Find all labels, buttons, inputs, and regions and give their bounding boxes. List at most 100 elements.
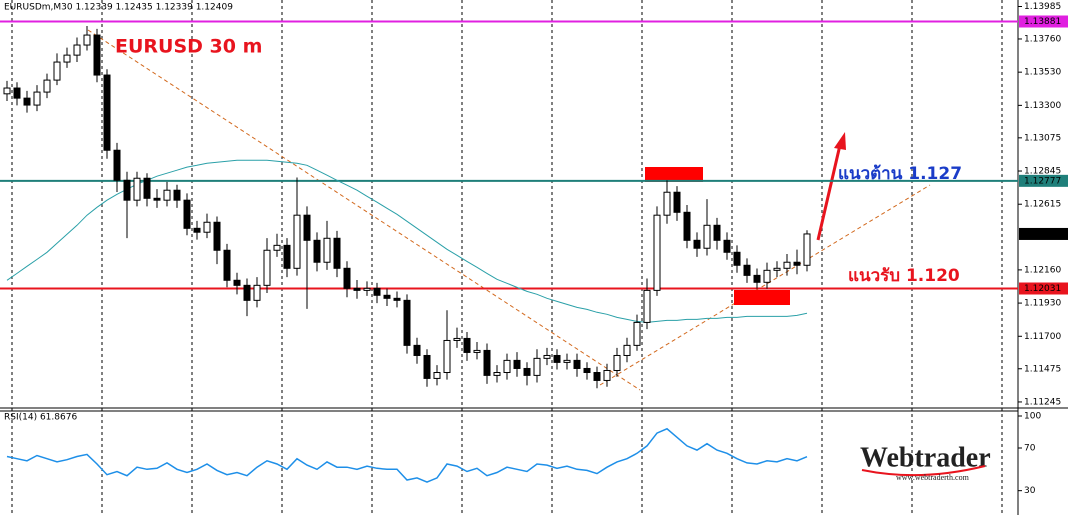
candle-body [623,344,631,356]
candle-body [403,299,411,346]
candle-body [553,354,561,363]
candle-body [753,274,761,283]
price-tag [1019,227,1068,240]
candle-body [743,264,751,276]
price-tag [1019,15,1068,28]
candle-body [763,269,771,283]
rsi-tick-label: 100 [1024,412,1041,422]
trend-line [599,184,931,386]
candle-body [503,359,511,374]
candle-body [473,349,481,353]
candle-body [73,44,81,56]
y-tick-label: 1.13760 [1024,34,1061,44]
candle-body [783,261,791,269]
candle-body [323,237,331,263]
levels [0,20,1018,290]
candle-body [673,191,681,213]
candle-body [363,287,371,291]
candle-body [293,214,301,269]
candle-body [533,357,541,376]
y-tick-label: 1.13985 [1024,2,1061,12]
arrow-head [834,132,846,150]
candle-body [603,369,611,381]
candle-body [373,287,381,296]
trend-line [87,29,641,391]
candle-body [793,261,801,266]
logo-name: Webtrader [860,442,991,473]
candle-body [653,214,661,291]
candle-body [423,354,431,379]
y-tick-label: 1.12160 [1024,265,1061,275]
candle-body [123,179,131,201]
resistance-zone [645,167,703,182]
annotation: แนวต้าน 1.127 [838,164,962,184]
candle-body [3,87,11,95]
logo-swoosh [861,465,986,477]
candle-body [773,267,781,271]
candle-body [413,344,421,356]
candle-body [353,287,361,291]
candle-body [803,233,811,266]
candle-body [393,297,401,301]
candle-body [583,367,591,374]
candle-body [723,239,731,253]
candle-body [193,227,201,233]
candle-body [643,289,651,323]
candle-body [33,91,41,106]
y-tick-label: 1.13075 [1024,133,1061,143]
candle-body [63,54,71,63]
candle-body [483,349,491,376]
y-tick-label: 1.12615 [1024,200,1061,210]
candle-body [303,214,311,241]
candle-body [53,61,61,81]
price-tag-label: 1.12777 [1024,176,1061,186]
y-tick-label: 1.11700 [1024,332,1061,342]
candle-body [713,224,721,241]
price-tag [1019,174,1068,187]
candle-body [283,244,291,269]
candle-body [113,149,121,181]
y-tick-label: 1.12845 [1024,167,1061,177]
candle-body [463,337,471,353]
candle-body [453,337,461,341]
annotation: EURUSD 30 m [115,36,262,58]
candle-body [273,244,281,251]
candle-body [213,221,221,251]
candle-body [333,237,341,269]
candle-body [493,372,501,376]
candle-body [433,372,441,379]
candle-body [243,284,251,301]
rsi-label: RSI(14) 61.8676 [4,413,77,423]
candle-body [183,199,191,229]
candle-body [83,34,91,46]
candle-body [383,294,391,299]
candle-body [343,267,351,289]
candle-body [13,87,21,99]
annotation: แนวรับ 1.120 [848,266,960,286]
candle-body [43,79,51,93]
candle-body [633,321,641,346]
y-tick-label: 1.13530 [1024,68,1061,78]
candle-body [23,97,31,106]
rsi-line [6,427,808,483]
candle-body [703,224,711,249]
candle-body [523,367,531,376]
rsi-tick-label: 30 [1024,486,1036,496]
time-grid [11,0,1003,515]
candle-body [233,279,241,286]
price-tag-label: 1.12031 [1024,284,1061,294]
candle-body [313,239,321,263]
price-tag-label: 1.13881 [1024,17,1061,27]
support-zone [734,290,790,305]
candle-body [443,339,451,374]
plot [3,25,811,389]
candle-body [163,189,171,201]
candle-body [223,249,231,281]
arrow [816,144,842,241]
price-tag-label: 1.12409 [1024,229,1061,239]
candle-body [663,191,671,216]
candle-body [153,197,161,201]
candle-body [733,251,741,266]
